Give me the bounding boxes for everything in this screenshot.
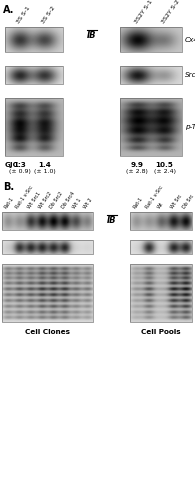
Text: Rat-1: Rat-1: [4, 196, 15, 210]
Bar: [130, 240, 192, 254]
Text: Cell Pools: Cell Pools: [141, 329, 181, 335]
Bar: [2, 240, 93, 254]
Text: Rat-1: Rat-1: [132, 196, 144, 210]
Text: Wt Src: Wt Src: [169, 194, 183, 210]
Text: Cell Clones: Cell Clones: [25, 329, 70, 335]
Text: Wt 1: Wt 1: [72, 198, 82, 210]
Text: Rat-1 v-Src: Rat-1 v-Src: [144, 185, 164, 210]
Text: Db Src4: Db Src4: [60, 192, 76, 210]
Text: 10.5: 10.5: [156, 162, 174, 168]
Text: Wt Src2: Wt Src2: [38, 192, 53, 210]
Bar: [130, 212, 192, 230]
Text: A.: A.: [3, 5, 14, 15]
Bar: [5, 66, 63, 84]
Text: (± 0.9): (± 0.9): [9, 169, 30, 174]
Text: 3S S-2: 3S S-2: [40, 6, 56, 25]
Bar: [130, 264, 192, 322]
Text: 9.9: 9.9: [131, 162, 144, 168]
Text: (± 1.0): (± 1.0): [34, 169, 55, 174]
Text: GJC:: GJC:: [5, 162, 22, 168]
Text: B.: B.: [3, 182, 14, 192]
Text: (± 2.8): (± 2.8): [126, 169, 148, 174]
Text: IB: IB: [87, 31, 96, 40]
Bar: [120, 98, 182, 156]
Text: p-Tyr: p-Tyr: [185, 124, 195, 130]
Text: Wt: Wt: [157, 202, 165, 210]
Bar: [2, 264, 93, 322]
Text: 3S2Y S-1: 3S2Y S-1: [133, 0, 153, 25]
Bar: [120, 27, 182, 52]
Text: Db Src: Db Src: [182, 194, 195, 210]
Bar: [120, 66, 182, 84]
Bar: [2, 212, 93, 230]
Bar: [5, 27, 63, 52]
Text: 3S S-1: 3S S-1: [15, 6, 31, 25]
Text: Cx43: Cx43: [185, 36, 195, 43]
Text: Db Src2: Db Src2: [49, 192, 64, 210]
Text: 3S2Y S-2: 3S2Y S-2: [160, 0, 181, 25]
Text: 1.4: 1.4: [38, 162, 51, 168]
Text: Wt 2: Wt 2: [83, 198, 94, 210]
Text: Src: Src: [185, 72, 195, 78]
Bar: [5, 98, 63, 156]
Text: Wt Src1: Wt Src1: [26, 192, 42, 210]
Text: IB: IB: [107, 216, 116, 225]
Text: (± 2.4): (± 2.4): [154, 169, 176, 174]
Text: Rat-1 v-Src: Rat-1 v-Src: [15, 185, 35, 210]
Text: 1.3: 1.3: [13, 162, 26, 168]
